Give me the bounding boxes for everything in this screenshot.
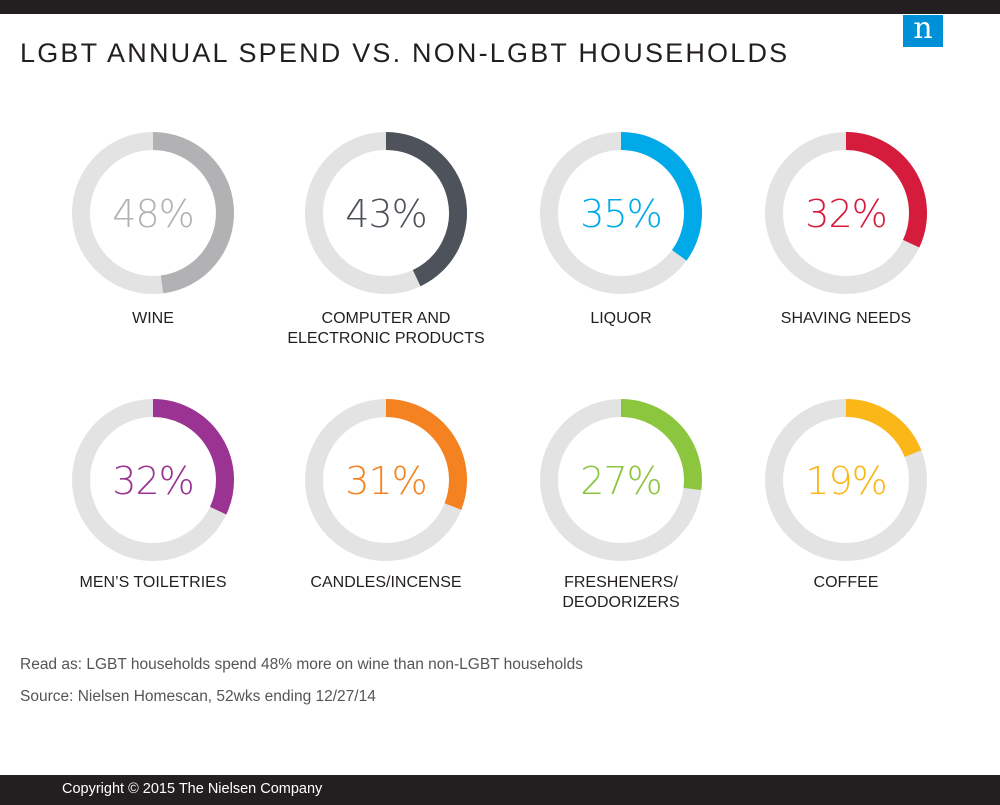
category-label-liquor: LIQUOR [590,310,652,327]
donut-arc-value [845,132,927,248]
donut-arc-value [845,399,922,458]
donut-charts-svg: 48% 43% 35% 32% 32% 31% 27% 19% [72,132,927,561]
donut-value-label: 43% [345,192,426,236]
donut-shaving-needs: 32% [765,132,927,294]
donut-arc-value [620,399,702,491]
donut-value-label: 35% [580,192,661,236]
donut-grid: 48% 43% 35% 32% 32% 31% 27% 19% WINE COMPUTER AN… [72,132,927,611]
copyright-text: Copyright © 2015 The Nielsen Company [62,781,323,797]
category-label-shaving-needs: SHAVING NEEDS [780,310,912,327]
chart-title: LGBT ANNUAL SPEND VS. NON-LGBT HOUSEHOLD… [20,38,790,68]
donut-value-label: 32% [112,459,193,503]
nielsen-logo: n [903,14,943,47]
donut-computer-and-electronic-products: 43% [305,132,467,294]
footer-bar: Copyright © 2015 The Nielsen Company [0,775,1000,805]
donut-value-label: 31% [345,459,426,503]
donut-value-label: 19% [805,459,886,503]
donut-arc-value [620,132,702,261]
category-label-candles-incense: CANDLES/INCENSE [310,574,462,591]
category-label-computer-and-electronic-products: COMPUTER AND ELECTRONIC PRODUCTS [287,310,485,347]
donut-arc-value [152,132,234,294]
donut-liquor: 35% [540,132,702,294]
source-note: Source: Nielsen Homescan, 52wks ending 1… [20,688,376,705]
donut-candles-incense: 31% [305,399,467,561]
category-label-men-s-toiletries: MEN’S TOILETRIES [79,574,227,591]
donut-value-label: 27% [580,459,661,503]
donut-arc-value [385,399,467,510]
top-bar [0,0,1000,14]
read-as-note: Read as: LGBT households spend 48% more … [20,656,583,673]
donut-fresheners-deodorizers: 27% [540,399,702,561]
category-label-wine: WINE [132,310,174,327]
donut-coffee: 19% [765,399,927,561]
category-label-coffee: COFFEE [813,574,879,591]
donut-arc-value [385,132,467,287]
category-label-fresheners-deodorizers: FRESHENERS/ DEODORIZERS [562,574,680,611]
donut-value-label: 32% [805,192,886,236]
donut-wine: 48% [72,132,234,294]
donut-men-s-toiletries: 32% [72,399,234,561]
donut-arc-value [152,399,234,515]
donut-value-label: 48% [112,192,193,236]
